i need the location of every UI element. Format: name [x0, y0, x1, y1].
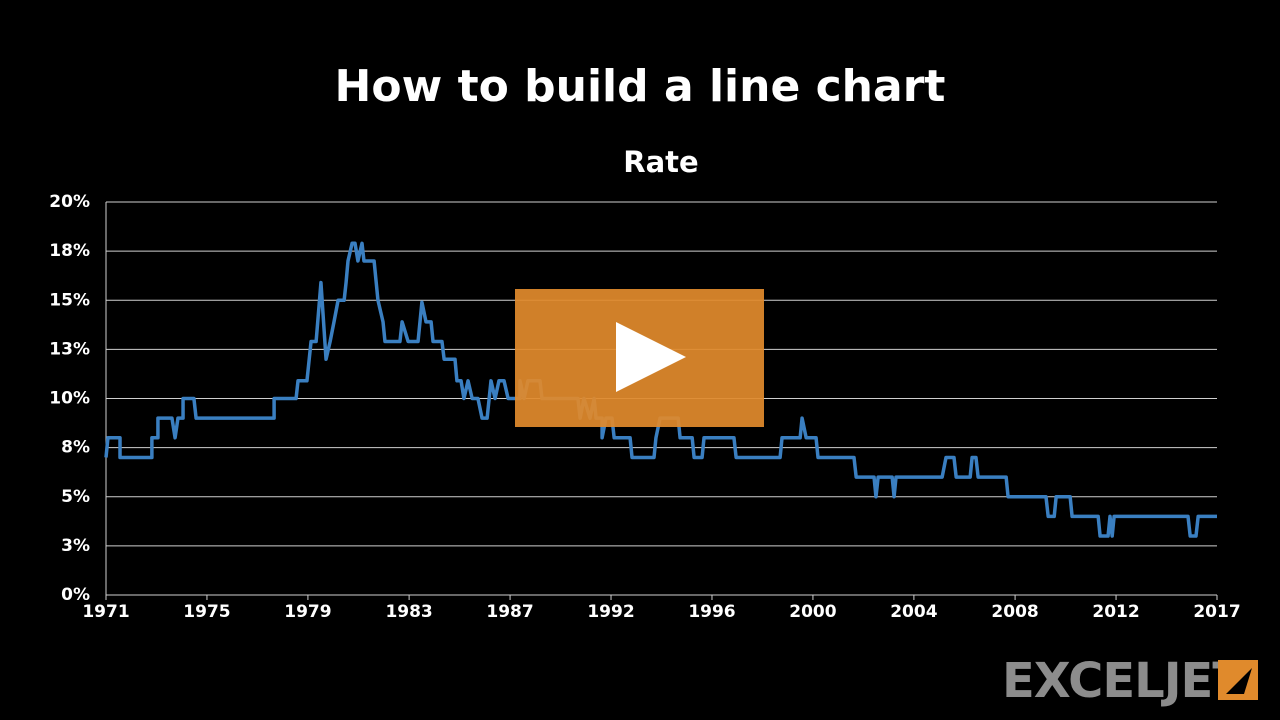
x-tick-label: 2000	[789, 602, 836, 622]
y-tick-label: 18%	[49, 241, 90, 261]
y-tick-label: 20%	[49, 192, 90, 212]
x-tick-label: 2004	[890, 602, 937, 622]
play-button[interactable]	[515, 289, 764, 427]
logo-text: EXCELJET	[1002, 653, 1245, 709]
play-icon[interactable]	[616, 322, 686, 392]
y-tick-label: 5%	[61, 487, 90, 507]
y-tick-label: 10%	[49, 389, 90, 409]
y-tick-label: 13%	[49, 339, 90, 359]
x-tick-label: 1992	[587, 602, 634, 622]
x-tick-label: 1987	[486, 602, 533, 622]
video-title: How to build a line chart	[335, 61, 946, 112]
x-tick-label: 2008	[991, 602, 1038, 622]
y-tick-label: 15%	[49, 290, 90, 310]
x-tick-label: 2012	[1092, 602, 1139, 622]
x-tick-label: 1971	[82, 602, 129, 622]
y-tick-label: 0%	[61, 585, 90, 605]
x-tick-label: 1979	[284, 602, 331, 622]
chart-title: Rate	[623, 145, 698, 179]
y-tick-label: 8%	[61, 438, 90, 458]
x-tick-label: 1983	[385, 602, 432, 622]
x-tick-label: 1996	[688, 602, 735, 622]
x-tick-label: 2017	[1193, 602, 1240, 622]
logo-icon-mark	[1226, 668, 1252, 694]
x-tick-label: 1975	[183, 602, 230, 622]
y-tick-label: 3%	[61, 536, 90, 556]
